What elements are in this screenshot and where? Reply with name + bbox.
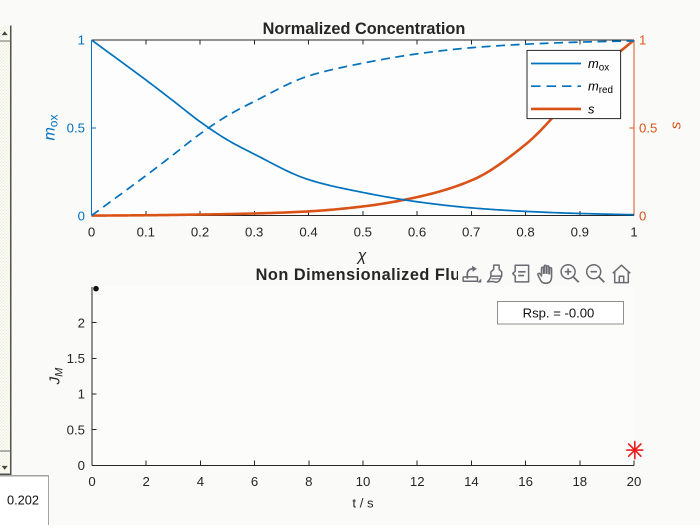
svg-text:0.1: 0.1 [137,225,155,240]
svg-text:s: s [588,101,595,116]
svg-text:0.5: 0.5 [639,121,657,136]
svg-text:0.9: 0.9 [571,225,589,240]
svg-text:0: 0 [88,225,95,240]
svg-text:0.5: 0.5 [67,422,85,437]
svg-text:Normalized Concentration: Normalized Concentration [263,20,466,38]
svg-text:0.4: 0.4 [299,225,317,240]
svg-text:t / s: t / s [352,496,374,511]
svg-text:Non Dimensionalized Flux: Non Dimensionalized Flux [256,266,471,284]
svg-text:0.8: 0.8 [516,225,534,240]
svg-text:χ: χ [356,248,367,265]
svg-text:mox: mox [42,114,61,140]
svg-text:0.202: 0.202 [7,493,39,508]
svg-text:10: 10 [356,474,371,489]
svg-text:0: 0 [78,208,85,223]
svg-text:0.5: 0.5 [354,225,372,240]
svg-text:0.7: 0.7 [462,225,480,240]
svg-text:1: 1 [630,225,637,240]
svg-text:14: 14 [464,474,479,489]
svg-text:0: 0 [88,474,95,489]
svg-text:18: 18 [572,474,587,489]
svg-text:12: 12 [410,474,425,489]
svg-text:1: 1 [78,387,85,402]
svg-text:0.2: 0.2 [191,225,209,240]
svg-text:0: 0 [639,208,646,223]
svg-text:1.5: 1.5 [67,351,85,366]
svg-text:0.3: 0.3 [245,225,263,240]
svg-text:Rsp. = -0.00: Rsp. = -0.00 [523,305,595,320]
svg-text:2: 2 [143,474,150,489]
svg-text:6: 6 [251,474,258,489]
svg-text:1: 1 [78,33,85,48]
svg-text:2: 2 [78,315,85,330]
svg-text:4: 4 [197,474,204,489]
svg-text:0.5: 0.5 [67,121,85,136]
svg-text:1: 1 [639,33,646,48]
svg-text:0.6: 0.6 [408,225,426,240]
svg-text:0: 0 [78,458,85,473]
svg-text:16: 16 [518,474,533,489]
svg-text:20: 20 [627,474,642,489]
svg-text:s: s [668,121,685,129]
svg-text:8: 8 [305,474,312,489]
